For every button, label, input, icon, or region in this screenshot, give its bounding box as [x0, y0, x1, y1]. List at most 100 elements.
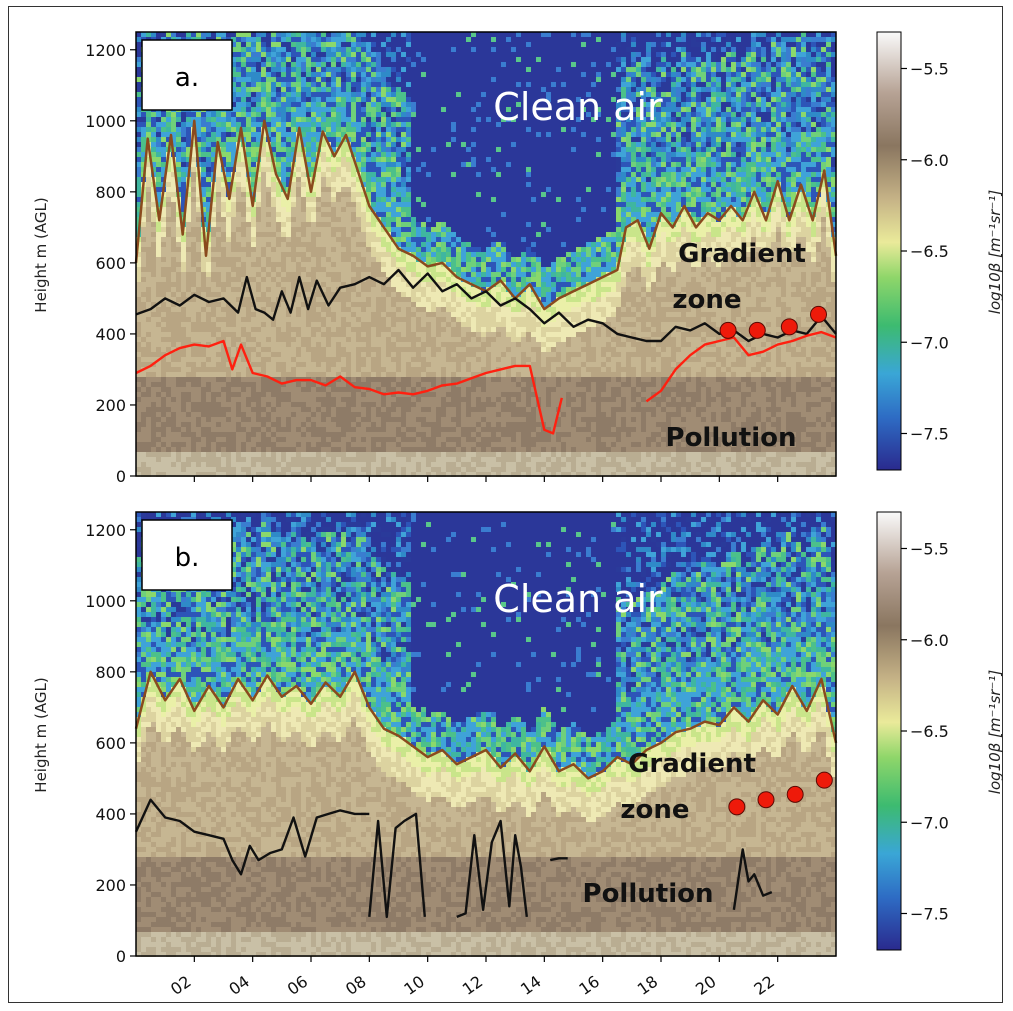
heatmap-cell	[311, 142, 316, 147]
heatmap-cell	[346, 77, 351, 82]
heatmap-cell	[196, 412, 201, 417]
heatmap-cell	[311, 417, 316, 422]
heatmap-cell	[386, 422, 391, 427]
heatmap-cell	[376, 402, 381, 407]
heatmap-cell	[261, 452, 266, 457]
heatmap-cell	[281, 467, 286, 472]
heatmap-cell	[266, 432, 271, 437]
heatmap-cell	[246, 232, 251, 237]
heatmap-cell	[366, 132, 371, 137]
heatmap-cell	[326, 467, 331, 472]
heatmap-cell	[281, 112, 286, 117]
heatmap-cell	[366, 392, 371, 397]
heatmap-cell	[321, 317, 326, 322]
heatmap-cell	[376, 357, 381, 362]
heatmap-cell	[241, 387, 246, 392]
heatmap-cell	[316, 412, 321, 417]
heatmap-cell	[241, 377, 246, 382]
heatmap-cell	[326, 352, 331, 357]
heatmap-cell	[196, 127, 201, 132]
heatmap-cell	[156, 462, 161, 467]
heatmap-cell	[181, 307, 186, 312]
heatmap-cell	[366, 357, 371, 362]
heatmap-cell	[271, 37, 276, 42]
heatmap-cell	[161, 377, 166, 382]
heatmap-cell	[181, 462, 186, 467]
heatmap-cell	[276, 337, 281, 342]
heatmap-cell	[336, 337, 341, 342]
heatmap-cell	[381, 452, 386, 457]
heatmap-cell	[386, 332, 391, 337]
heatmap-cell	[386, 62, 391, 67]
heatmap-cell	[231, 352, 236, 357]
heatmap-cell	[196, 237, 201, 242]
heatmap-cell	[186, 372, 191, 377]
heatmap-cell	[256, 82, 261, 87]
heatmap-cell	[316, 117, 321, 122]
heatmap-cell	[251, 357, 256, 362]
heatmap-cell	[291, 132, 296, 137]
heatmap-cell	[241, 332, 246, 337]
heatmap-cell	[381, 322, 386, 327]
heatmap-cell	[221, 187, 226, 192]
heatmap-cell	[171, 337, 176, 342]
heatmap-cell	[306, 132, 311, 137]
heatmap-cell	[271, 207, 276, 212]
heatmap-cell	[176, 392, 181, 397]
heatmap-cell	[336, 117, 341, 122]
heatmap-cell	[286, 132, 291, 137]
heatmap-cell	[141, 142, 146, 147]
heatmap-cell	[216, 207, 221, 212]
heatmap-cell	[401, 407, 406, 412]
heatmap-cell	[396, 212, 401, 217]
heatmap-cell	[361, 372, 366, 377]
heatmap-cell	[296, 167, 301, 172]
heatmap-cell	[361, 237, 366, 242]
heatmap-cell	[401, 317, 406, 322]
heatmap-cell	[311, 127, 316, 132]
heatmap-cell	[336, 102, 341, 107]
heatmap-cell	[166, 367, 171, 372]
heatmap-cell	[251, 47, 256, 52]
heatmap-cell	[336, 167, 341, 172]
heatmap-cell	[231, 222, 236, 227]
heatmap-cell	[406, 107, 411, 112]
heatmap-cell	[311, 137, 316, 142]
heatmap-cell	[206, 447, 211, 452]
heatmap-cell	[231, 237, 236, 242]
heatmap-cell	[221, 252, 226, 257]
heatmap-cell	[351, 87, 356, 92]
heatmap-cell	[361, 422, 366, 427]
heatmap-cell	[246, 87, 251, 92]
heatmap-cell	[306, 87, 311, 92]
heatmap-cell	[381, 397, 386, 402]
heatmap-cell	[281, 432, 286, 437]
heatmap-cell	[286, 147, 291, 152]
heatmap-cell	[376, 142, 381, 147]
heatmap-cell	[211, 447, 216, 452]
heatmap-cell	[351, 367, 356, 372]
heatmap-cell	[366, 227, 371, 232]
heatmap-cell	[176, 262, 181, 267]
heatmap-cell	[251, 427, 256, 432]
heatmap-cell	[391, 117, 396, 122]
heatmap-cell	[306, 417, 311, 422]
heatmap-cell	[296, 202, 301, 207]
heatmap-cell	[396, 347, 401, 352]
heatmap-cell	[396, 387, 401, 392]
heatmap-cell	[311, 412, 316, 417]
heatmap-cell	[171, 242, 176, 247]
heatmap-cell	[291, 242, 296, 247]
heatmap-cell	[226, 377, 231, 382]
heatmap-cell	[331, 242, 336, 247]
heatmap-cell	[401, 442, 406, 447]
heatmap-cell	[226, 372, 231, 377]
heatmap-cell	[301, 87, 306, 92]
heatmap-cell	[336, 467, 341, 472]
heatmap-cell	[396, 162, 401, 167]
heatmap-cell	[371, 42, 376, 47]
heatmap-cell	[396, 362, 401, 367]
heatmap-cell	[296, 267, 301, 272]
heatmap-cell	[226, 127, 231, 132]
heatmap-cell	[346, 152, 351, 157]
